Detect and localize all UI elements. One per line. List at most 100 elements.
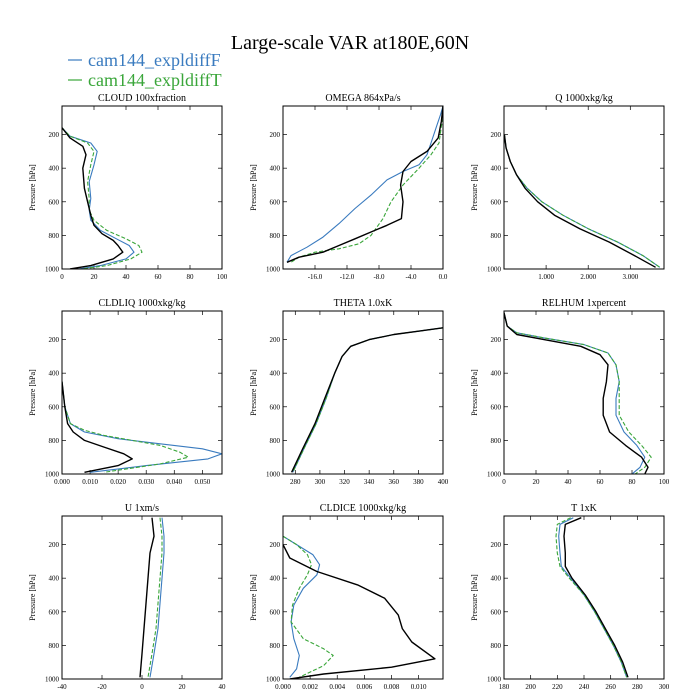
panel-title: RELHUM 1xpercent bbox=[542, 298, 626, 309]
series-line-1 bbox=[149, 517, 165, 678]
panel-title: Q 1000xkg/kg bbox=[555, 93, 613, 104]
x-tick-label: 380 bbox=[413, 478, 424, 486]
panel-title: OMEGA 864xPa/s bbox=[325, 93, 400, 104]
y-axis-label: Pressure [hPa] bbox=[249, 164, 258, 211]
y-tick-label: 800 bbox=[270, 232, 281, 240]
plot-frame bbox=[282, 515, 444, 680]
series-line-2 bbox=[62, 381, 189, 473]
y-tick-label: 200 bbox=[270, 541, 281, 549]
series-line-2 bbox=[147, 517, 163, 678]
x-tick-label: 80 bbox=[629, 478, 637, 486]
series-line-3 bbox=[504, 134, 656, 268]
x-tick-label: -12.0 bbox=[340, 273, 355, 281]
y-tick-label: 400 bbox=[270, 165, 281, 173]
figure-title: Large-scale VAR at180E,60N bbox=[231, 32, 469, 54]
x-tick-label: 0.010 bbox=[82, 478, 98, 486]
y-tick-label: 400 bbox=[49, 370, 60, 378]
series-line-2 bbox=[504, 312, 652, 474]
series-line-1 bbox=[62, 381, 222, 473]
x-tick-label: 180 bbox=[499, 683, 510, 691]
panel-title: THETA 1.0xK bbox=[334, 298, 393, 309]
y-tick-label: 200 bbox=[270, 131, 281, 139]
series-line-1 bbox=[504, 134, 661, 268]
y-tick-label: 1000 bbox=[487, 471, 502, 479]
plot-frame bbox=[503, 310, 665, 475]
y-tick-label: 400 bbox=[270, 370, 281, 378]
x-tick-label: 200 bbox=[525, 683, 536, 691]
y-tick-label: 200 bbox=[491, 336, 502, 344]
y-axis-label: Pressure [hPa] bbox=[28, 164, 37, 211]
x-tick-label: -8.0 bbox=[373, 273, 385, 281]
x-tick-label: 40 bbox=[565, 478, 573, 486]
x-tick-label: 1.000 bbox=[538, 273, 554, 281]
panel-title: T 1xK bbox=[571, 503, 597, 514]
y-tick-label: 400 bbox=[270, 575, 281, 583]
y-tick-label: 400 bbox=[491, 575, 502, 583]
y-tick-label: 1000 bbox=[266, 266, 281, 274]
y-tick-label: 800 bbox=[270, 437, 281, 445]
series-line-3 bbox=[62, 381, 133, 473]
x-tick-label: 100 bbox=[217, 273, 228, 281]
x-tick-label: -20 bbox=[97, 683, 107, 691]
y-tick-label: 1000 bbox=[266, 676, 281, 684]
plot-frame bbox=[282, 105, 444, 270]
y-tick-label: 400 bbox=[49, 165, 60, 173]
y-tick-label: 600 bbox=[491, 608, 502, 616]
plot-frame bbox=[503, 105, 665, 270]
series-line-1 bbox=[558, 517, 628, 678]
y-axis-label: Pressure [hPa] bbox=[28, 574, 37, 621]
x-tick-label: 0.004 bbox=[329, 683, 345, 691]
legend-label-T: cam144_expldiffT bbox=[88, 70, 222, 90]
x-tick-label: 340 bbox=[364, 478, 375, 486]
series-line-1 bbox=[62, 127, 135, 269]
y-tick-label: 800 bbox=[491, 232, 502, 240]
y-tick-label: 1000 bbox=[487, 676, 502, 684]
x-tick-label: 260 bbox=[605, 683, 616, 691]
plot-frame bbox=[61, 310, 223, 475]
y-tick-label: 1000 bbox=[487, 266, 502, 274]
y-tick-label: 1000 bbox=[45, 266, 60, 274]
y-axis-label: Pressure [hPa] bbox=[249, 574, 258, 621]
series-line-2 bbox=[62, 127, 143, 269]
x-tick-label: -40 bbox=[57, 683, 67, 691]
y-tick-label: 600 bbox=[49, 198, 60, 206]
y-axis-label: Pressure [hPa] bbox=[470, 369, 479, 416]
y-tick-label: 600 bbox=[49, 403, 60, 411]
series-line-3 bbox=[563, 517, 629, 678]
y-tick-label: 600 bbox=[270, 403, 281, 411]
x-tick-label: 80 bbox=[187, 273, 195, 281]
series-line-3 bbox=[62, 127, 124, 269]
plot-frame bbox=[503, 515, 665, 680]
x-tick-label: 0.040 bbox=[166, 478, 182, 486]
y-tick-label: 1000 bbox=[45, 471, 60, 479]
legend-label-F: cam144_expldiffF bbox=[88, 50, 221, 70]
x-tick-label: 0.000 bbox=[275, 683, 291, 691]
panel-title: CLDLIQ 1000xkg/kg bbox=[99, 298, 186, 309]
y-tick-label: 400 bbox=[491, 165, 502, 173]
series-line-2 bbox=[292, 327, 443, 473]
x-tick-label: 40 bbox=[219, 683, 227, 691]
y-axis-label: Pressure [hPa] bbox=[470, 164, 479, 211]
x-tick-label: 0 bbox=[502, 478, 506, 486]
x-tick-label: 0.002 bbox=[302, 683, 318, 691]
x-tick-label: 2.000 bbox=[580, 273, 596, 281]
x-tick-label: 0.030 bbox=[138, 478, 154, 486]
series-line-2 bbox=[555, 517, 628, 678]
y-tick-label: 200 bbox=[49, 541, 60, 549]
y-tick-label: 400 bbox=[49, 575, 60, 583]
x-tick-label: 0.008 bbox=[384, 683, 400, 691]
x-tick-label: 240 bbox=[579, 683, 590, 691]
legend: cam144_expldiffF cam144_expldiffT bbox=[68, 50, 222, 90]
x-tick-label: 0 bbox=[60, 273, 64, 281]
panel-title: CLOUD 100xfraction bbox=[98, 93, 186, 104]
x-tick-label: 20 bbox=[533, 478, 541, 486]
x-tick-label: 60 bbox=[597, 478, 605, 486]
x-tick-label: 320 bbox=[339, 478, 350, 486]
plot-frame bbox=[61, 515, 223, 680]
series-line-3 bbox=[139, 517, 155, 678]
y-tick-label: 1000 bbox=[45, 676, 60, 684]
series-line-3 bbox=[290, 327, 443, 473]
